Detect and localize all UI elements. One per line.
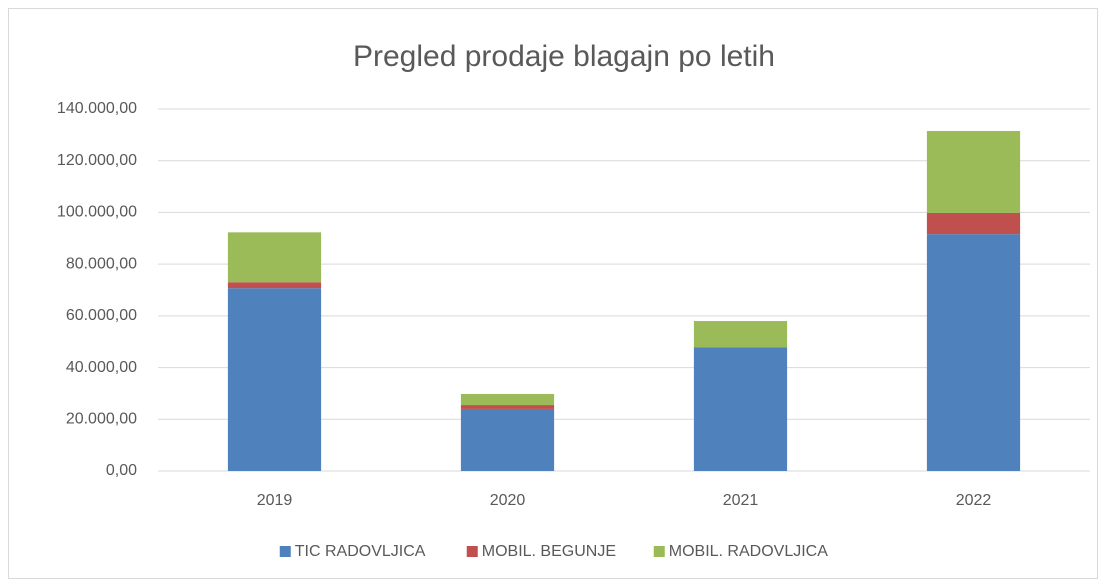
- legend-swatch: [279, 546, 291, 557]
- bar-segment: [227, 232, 322, 283]
- y-tick-label: 40.000,00: [66, 359, 137, 376]
- x-tick-label: 2022: [956, 492, 992, 509]
- y-tick-label: 0,00: [106, 462, 137, 479]
- legend-swatch: [466, 546, 478, 557]
- bar-segment: [460, 405, 555, 409]
- y-tick-label: 80.000,00: [66, 255, 137, 272]
- bar-segment: [227, 288, 322, 471]
- bar-segment: [460, 393, 555, 406]
- legend-label: TIC RADOVLJICA: [295, 543, 426, 560]
- y-tick-label: 20.000,00: [66, 411, 137, 428]
- bar-segment: [693, 347, 788, 471]
- legend-swatch: [653, 546, 665, 557]
- chart-title: Pregled prodaje blagajn po letih: [353, 40, 775, 73]
- y-tick-label: 120.000,00: [57, 152, 137, 169]
- bar-segment: [693, 321, 788, 348]
- x-tick-label: 2021: [723, 492, 759, 509]
- bar-segment: [926, 212, 1021, 235]
- bar-segment: [460, 408, 555, 471]
- bar-segment: [926, 130, 1021, 213]
- y-tick-label: 140.000,00: [57, 100, 137, 117]
- legend-label: MOBIL. BEGUNJE: [482, 543, 616, 560]
- chart-border: [8, 8, 1098, 579]
- y-tick-label: 100.000,00: [57, 204, 137, 221]
- bar-segment: [693, 347, 788, 348]
- bar-segment: [926, 234, 1021, 471]
- bar-segment: [227, 282, 322, 289]
- x-tick-label: 2019: [257, 492, 293, 509]
- x-tick-label: 2020: [490, 492, 526, 509]
- legend-label: MOBIL. RADOVLJICA: [669, 543, 828, 560]
- y-tick-label: 60.000,00: [66, 307, 137, 324]
